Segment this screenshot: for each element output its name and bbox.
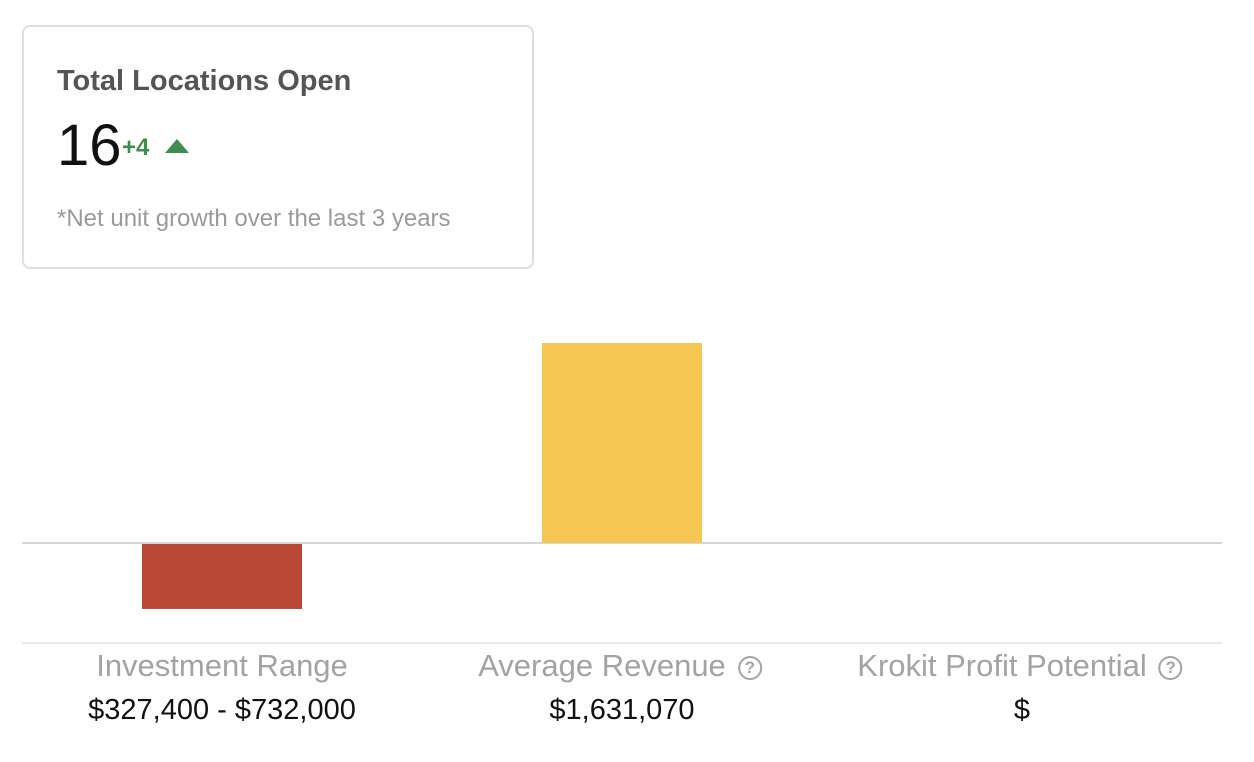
triangle-up-icon	[165, 139, 189, 153]
category-label-investment: Investment Range	[96, 648, 348, 683]
growth-delta: +4	[122, 134, 150, 161]
card-title: Total Locations Open	[57, 65, 352, 97]
value-label-investment: $327,400 - $732,000	[88, 694, 356, 726]
value-label-revenue: $1,631,070	[549, 694, 695, 726]
value-label-profit: $	[1013, 694, 1031, 726]
help-icon[interactable]: ?	[737, 656, 762, 680]
category-label-profit: Krokit Profit Potential?	[857, 648, 1183, 684]
help-icon[interactable]: ?	[1158, 656, 1183, 680]
locations-card: Total Locations Open 16 +4 *Net unit gro…	[22, 25, 534, 269]
bar-investment-range	[142, 544, 302, 609]
card-footnote: *Net unit growth over the last 3 years	[57, 205, 451, 232]
category-label-revenue: Average Revenue?	[478, 648, 762, 684]
locations-count: 16	[57, 113, 122, 178]
bar-average-revenue	[542, 343, 702, 543]
